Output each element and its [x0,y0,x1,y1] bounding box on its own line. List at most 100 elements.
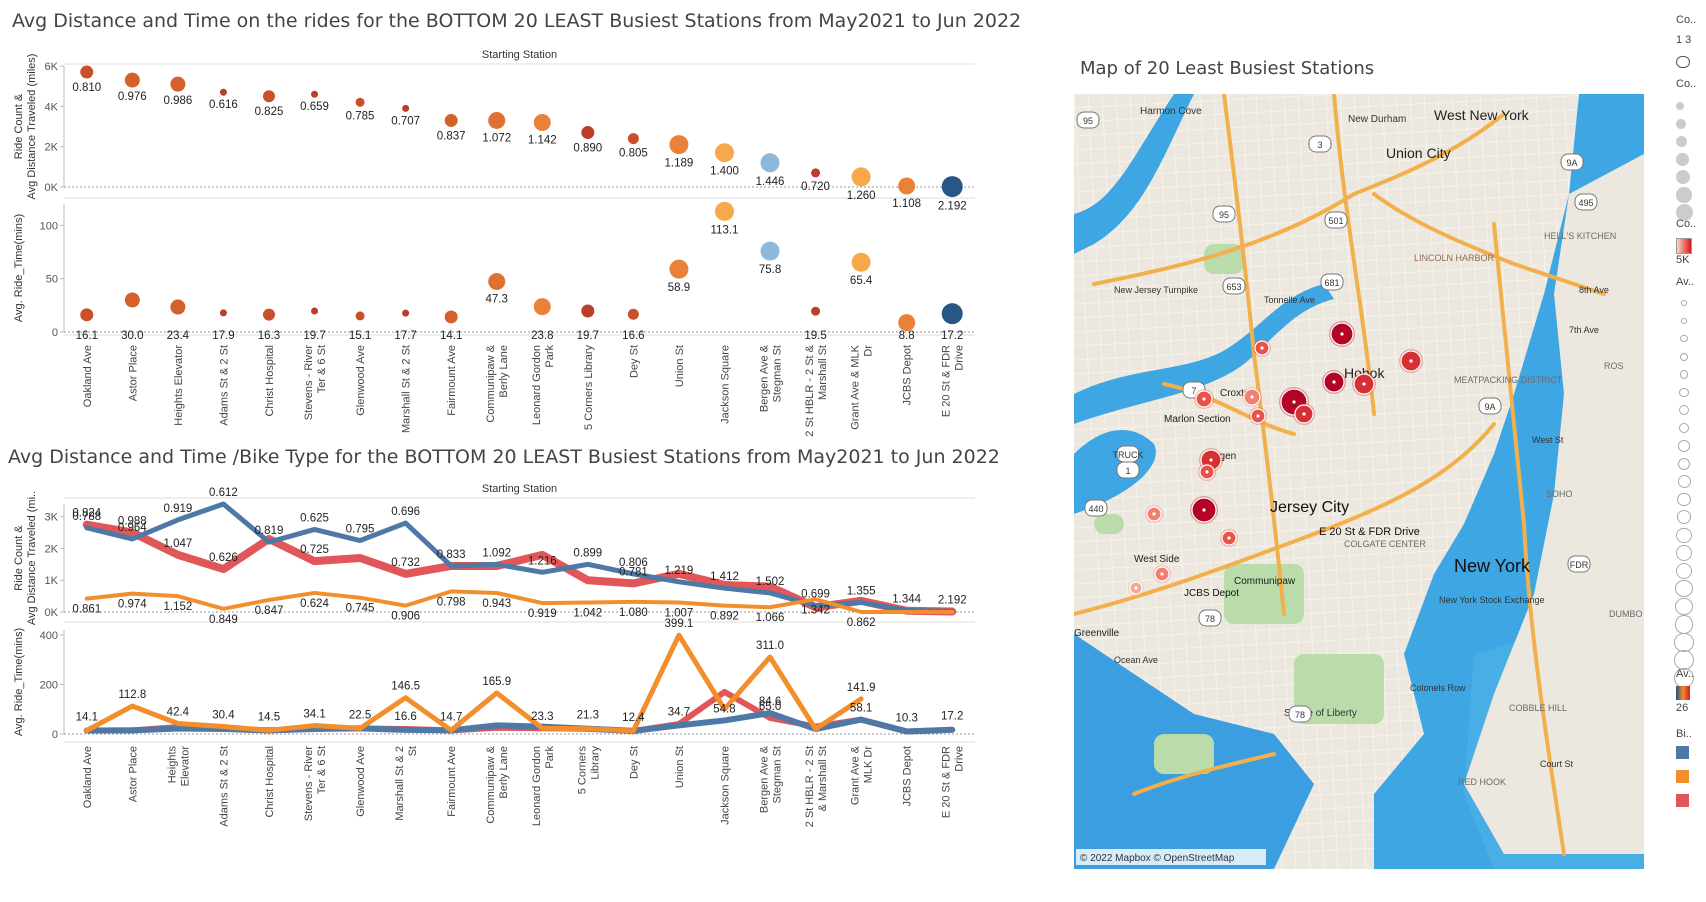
route-shield-label: 95 [1219,210,1229,220]
place-label: Statue of Liberty [1284,708,1357,719]
y-axis-label: Ride Count & [13,93,25,159]
data-point [627,308,639,320]
place-label: RED HOOK [1458,777,1506,787]
category-label: Glenwood Ave [355,345,367,416]
toggle-icon[interactable] [1676,56,1690,68]
highway [1132,752,1276,796]
station-marker-dot [1340,332,1344,336]
route-shield-label: 9A [1484,402,1495,412]
category-label: Park [544,746,556,769]
street [1311,94,1353,869]
data-label: 17.2 [941,711,963,723]
category-label: Communipaw & [485,344,497,422]
data-label: 2.192 [938,201,967,213]
y-tick-label: 6K [45,61,59,73]
data-label: 0.986 [163,95,192,107]
data-label: 65.4 [850,275,873,287]
map-title: Map of 20 Least Busiest Stations [1080,58,1375,79]
data-label: 0.892 [710,611,739,623]
data-point [714,201,734,221]
street [1074,133,1644,165]
data-label: 0.707 [391,115,420,127]
category-label: Dey St [628,345,640,378]
category-label: Marshall St & 2 St [401,345,413,433]
data-point [714,143,734,163]
category-label: Park [544,345,556,368]
station-map[interactable]: Harmon Cove New Durham West New York Union … [1074,94,1644,869]
data-label: 14.1 [440,330,462,342]
size-legend-circle-icon [1675,562,1693,579]
legend-title: Co.. [1676,78,1697,90]
route-shield-label: 1 [1125,466,1130,476]
y-axis-label: Avg Distance Traveled (mi.. [26,491,38,625]
bike-type-swatch-icon[interactable] [1676,770,1689,783]
bike-type-swatch-icon[interactable] [1676,794,1689,807]
manhattan [1464,154,1644,854]
data-label: 19.7 [577,330,599,342]
bike-type-swatch-icon[interactable] [1676,746,1689,759]
data-label: 1.066 [756,612,785,624]
data-point [355,311,365,321]
street [1074,203,1644,235]
route-shield-label: 681 [1324,278,1339,288]
data-point [941,303,963,325]
data-label: 0.849 [209,614,238,626]
size-legend-circle-icon [1678,440,1690,452]
size-legend-circle-icon [1676,136,1687,147]
data-label: 165.9 [482,676,511,688]
category-label: Dey St [628,746,640,779]
category-label: Marshall St & 2 [394,746,406,821]
data-label: 10.3 [895,712,917,724]
column-header: Starting Station [482,483,557,495]
data-label: 1.412 [710,571,739,583]
highway [1372,192,1606,296]
size-legend-circle-icon [1679,387,1689,397]
data-label: 16.6 [622,330,644,342]
place-label: Jersey City [1270,499,1349,516]
bottom-chart-title: Avg Distance and Time /Bike Type for the… [8,446,1000,468]
size-legend-circle-icon [1674,632,1694,652]
street [1255,94,1297,869]
data-label: 0.788 [72,511,101,523]
river-north [1074,94,1194,254]
legend-title: Co.. [1676,14,1697,26]
data-label: 146.5 [391,681,420,693]
category-label: 5 Corners Library [583,345,595,430]
park [1094,514,1124,534]
category-label: JCBS Depot [902,345,914,406]
route-shield-icon: 681 [1320,273,1344,291]
place-label: 8th Ave [1579,285,1609,295]
place-label: HELL'S KITCHEN [1544,231,1616,241]
data-label: 58.1 [850,703,872,715]
category-label: Jackson Square [719,746,731,825]
category-label: Stevens - River [303,345,315,421]
data-point [851,167,871,187]
category-label: Grant Ave & MLK [850,344,862,429]
category-label: Union St [674,746,686,788]
data-point [444,113,458,127]
data-label: 0.819 [255,525,284,537]
place-label: SOHO [1546,489,1573,499]
category-label: Heights Elevator [173,345,185,426]
category-label: Jackson Square [719,345,731,424]
data-label: 0.795 [346,524,375,536]
data-label: 47.3 [486,294,508,306]
station-marker-dot [1227,536,1231,540]
data-point [170,76,186,92]
data-label: 0.899 [573,547,602,559]
legend-label: 26 [1676,702,1689,714]
category-label: 2 St HBLR - 2 St [804,746,816,827]
data-label: 0.833 [437,549,466,561]
data-label: 1.400 [710,166,739,178]
data-point [444,310,458,324]
category-label: Christ Hospital [264,746,276,818]
data-label: 1.047 [163,538,192,550]
data-point [219,88,227,96]
data-point [627,133,639,145]
series-line [84,501,955,614]
place-label: Ocean Ave [1114,655,1158,665]
data-label: 21.3 [577,710,599,722]
route-shield-icon: 9A [1560,153,1584,171]
highway [1074,422,1496,616]
street [1074,245,1644,277]
